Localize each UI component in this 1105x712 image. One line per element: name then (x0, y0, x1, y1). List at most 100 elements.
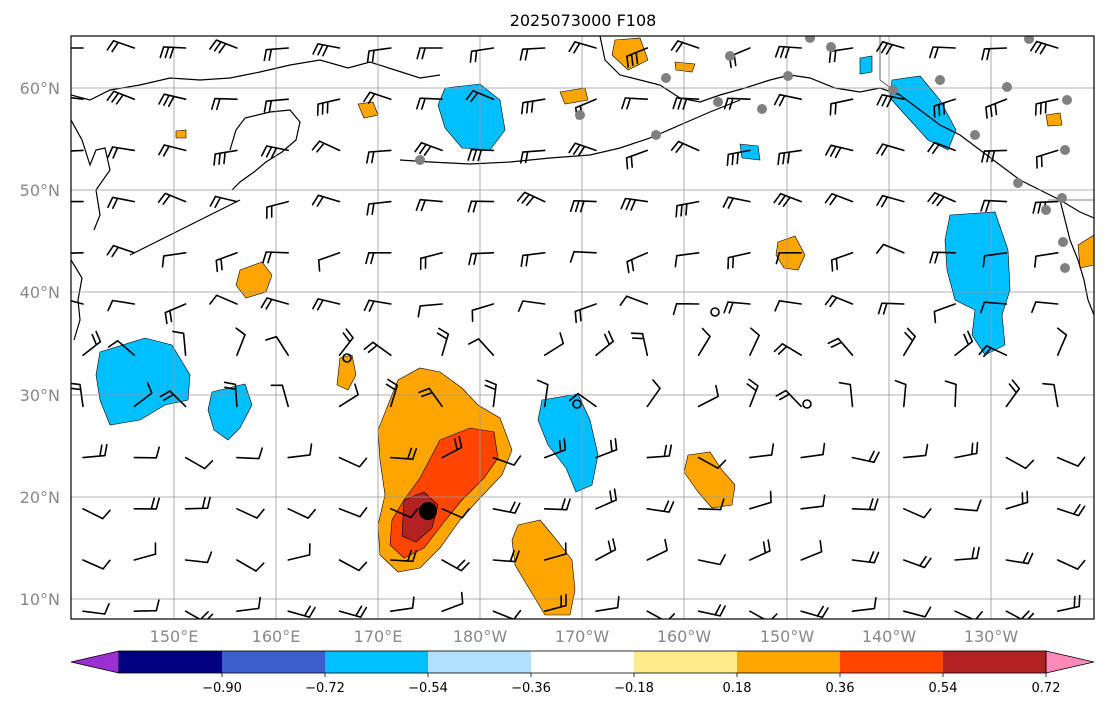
wind-barb (338, 559, 368, 572)
wind-barbs (71, 39, 1086, 619)
lat-label: 10°N (20, 590, 60, 609)
wind-barb (260, 297, 289, 310)
gray-marker (805, 36, 815, 43)
lat-label: 30°N (20, 386, 60, 405)
map-title: 2025073000 F108 (510, 11, 657, 30)
wind-barb (172, 330, 187, 356)
wind-barb (749, 610, 778, 619)
gray-marker (1041, 205, 1051, 215)
wind-barb (209, 195, 238, 209)
wind-barb (366, 47, 392, 63)
wind-barb (366, 200, 392, 216)
lon-label: 170°E (354, 627, 403, 646)
wind-barb (235, 327, 246, 356)
gray-marker (1062, 95, 1072, 105)
wind-barb (800, 442, 826, 459)
wind-barb (929, 251, 956, 264)
wind-barb (620, 197, 649, 211)
wind-barb (215, 252, 238, 273)
map-area (71, 36, 1094, 619)
wind-barb (876, 94, 905, 108)
wind-barb (980, 199, 1008, 212)
colorbar-tick-label: −0.18 (614, 681, 654, 696)
wind-barb (1005, 379, 1021, 408)
wind-barb (774, 45, 802, 59)
wind-barb (106, 40, 136, 53)
wind-barb (390, 596, 415, 612)
wind-barb (71, 299, 84, 305)
wind-barb (71, 47, 84, 51)
wind-barb (723, 301, 751, 314)
wind-barb (954, 546, 980, 561)
wind-barb (236, 508, 265, 519)
colorbar-segment (428, 651, 532, 673)
kamchatka-coast (229, 109, 301, 191)
wind-barb (981, 47, 1008, 61)
wind-barb (981, 149, 1008, 163)
gray-marker (1024, 36, 1034, 44)
wind-barb (903, 327, 916, 356)
wind-barb (133, 599, 160, 612)
longitude-labels: 150°E 160°E 170°E 180°W 170°W 160°W 150°… (150, 627, 1019, 646)
positive-anomaly-small-12 (175, 129, 187, 139)
wind-barb (851, 551, 880, 564)
wind-barb (520, 252, 546, 268)
wind-barb (933, 98, 956, 118)
wind-barb (363, 299, 392, 312)
wind-barb (595, 538, 617, 561)
wind-barb (492, 501, 521, 514)
wind-barb (775, 389, 802, 408)
wind-barb (519, 47, 546, 61)
wind-barb (338, 456, 368, 468)
colorbar-segment (737, 651, 841, 673)
wind-barb (1056, 327, 1068, 356)
wind-barb (263, 47, 289, 62)
wind-barb (133, 382, 153, 408)
wind-barb (161, 252, 187, 268)
wind-barb (774, 300, 802, 312)
wind-barb (625, 149, 649, 170)
wind-barb (441, 435, 463, 459)
wind-barb (164, 303, 187, 325)
wind-barb (287, 508, 316, 519)
positive-anomaly-small-8 (559, 87, 589, 105)
wind-barb (726, 149, 751, 167)
wind-barb (723, 97, 751, 110)
wind-barb (82, 559, 111, 570)
wind-barb (415, 198, 443, 212)
wind-barb (71, 96, 84, 100)
wind-barb (338, 507, 368, 518)
wind-barb (903, 508, 932, 519)
wind-barb (385, 378, 399, 408)
wind-barb (158, 93, 187, 107)
wind-barb (1031, 301, 1059, 313)
wind-barb (574, 303, 597, 324)
wind-barb (223, 381, 238, 408)
gray-marker (1058, 237, 1068, 247)
wind-barb (262, 251, 289, 264)
wind-barb (773, 93, 802, 107)
wind-barb (236, 559, 265, 572)
wind-barb (414, 141, 443, 156)
wind-barb (107, 340, 136, 356)
wind-barb (773, 192, 802, 207)
wind-barb (467, 200, 495, 213)
wind-barb (492, 609, 522, 619)
wind-barb (827, 337, 854, 356)
wind-barb (672, 302, 700, 316)
wind-barb (521, 98, 546, 115)
wind-barb (933, 303, 956, 324)
wind-barb (824, 295, 854, 308)
wind-barb (184, 551, 213, 564)
gray-marker (575, 110, 585, 120)
wind-barb (619, 295, 649, 306)
gray-marker (970, 130, 980, 140)
wind-barb (1005, 551, 1034, 565)
wind-barb (465, 89, 495, 103)
wind-barb (317, 252, 341, 272)
gray-marker (757, 104, 767, 114)
lon-label: 140°W (862, 627, 917, 646)
wind-barb (800, 494, 826, 510)
wind-barb (851, 450, 880, 463)
wind-barb (569, 250, 597, 263)
